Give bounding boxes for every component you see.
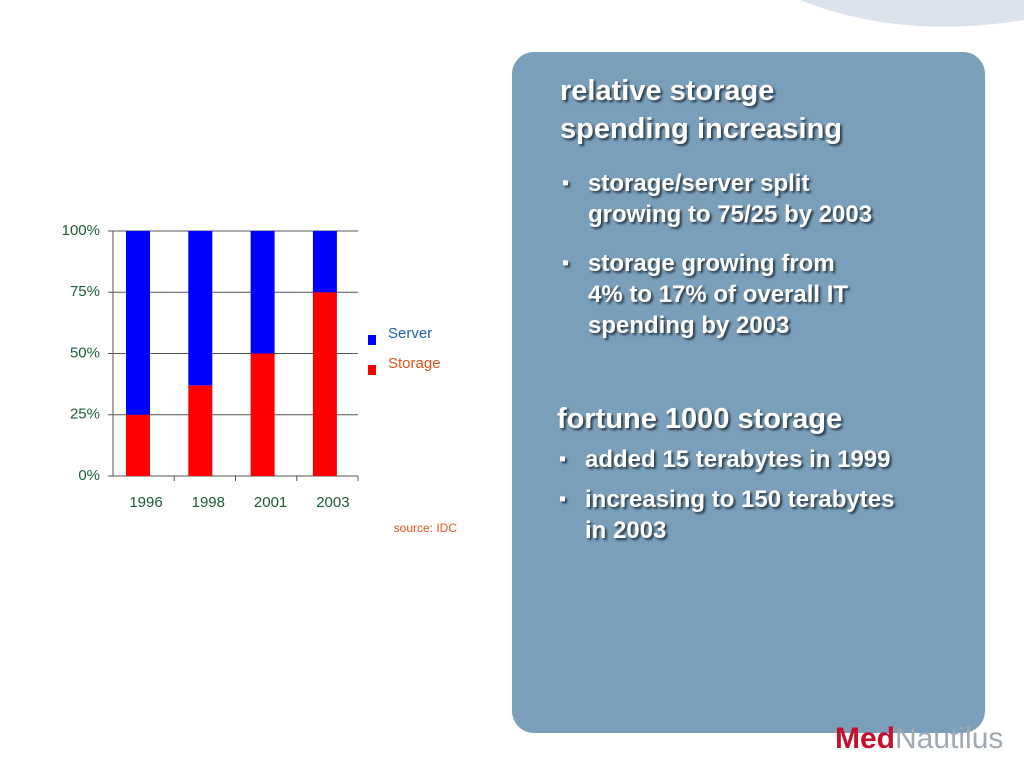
y-tick-label: 75% (70, 283, 100, 300)
text-line: spending by 2003 (588, 312, 790, 339)
y-tick-label: 25% (70, 406, 100, 423)
heading: relative storage spending increasing (560, 72, 842, 148)
text-line: relative storage (560, 75, 775, 107)
bar-segment (312, 292, 337, 476)
bar-segment (126, 414, 150, 476)
bar-segment (250, 353, 275, 476)
text-panel: relative storage spending increasing stora… (512, 52, 985, 733)
y-tick-label: 100% (62, 222, 100, 239)
bar-segment (126, 231, 150, 415)
x-tick-label: 1996 (129, 494, 162, 511)
logo-right: Nautilus (895, 722, 1004, 755)
text-line: growing to 75/25 by 2003 (588, 201, 873, 228)
bullet: added 15 terabytes in 1999 (559, 444, 890, 475)
text-line: 4% to 17% of overall IT (588, 281, 849, 308)
legend-label: Storage (388, 355, 441, 372)
text-line: in 2003 (585, 517, 667, 544)
decoration (800, 0, 1024, 27)
logo: MedNautilus (835, 722, 1003, 756)
text-line: storage/server split (588, 170, 810, 197)
legend-swatch (368, 335, 376, 345)
text-line: storage growing from (588, 250, 835, 277)
bullet: storage growing from 4% to 17% of overall… (562, 248, 848, 341)
legend-swatch (368, 365, 376, 375)
heading: fortune 1000 storage (557, 400, 842, 438)
y-tick-label: 50% (70, 344, 100, 361)
bullet: increasing to 150 terabytes in 2003 (559, 484, 894, 546)
legend-label: Server (388, 325, 432, 342)
text-line: spending increasing (560, 113, 842, 145)
bar-segment (188, 231, 213, 386)
logo-left: Med (835, 722, 895, 755)
source-note: source: IDC (394, 521, 458, 535)
bullet: storage/server split growing to 75/25 by … (562, 168, 872, 230)
bar-segment (312, 231, 337, 293)
bar-segment (250, 231, 275, 354)
x-tick-label: 2001 (254, 494, 287, 511)
bar-segment (188, 385, 213, 476)
x-tick-label: 1998 (192, 494, 225, 511)
text-line: added 15 terabytes in 1999 (585, 446, 891, 473)
y-tick-label: 0% (78, 467, 100, 484)
text-line: increasing to 150 terabytes (585, 486, 895, 513)
text-line: fortune 1000 storage (557, 403, 843, 435)
x-tick-label: 2003 (316, 494, 349, 511)
